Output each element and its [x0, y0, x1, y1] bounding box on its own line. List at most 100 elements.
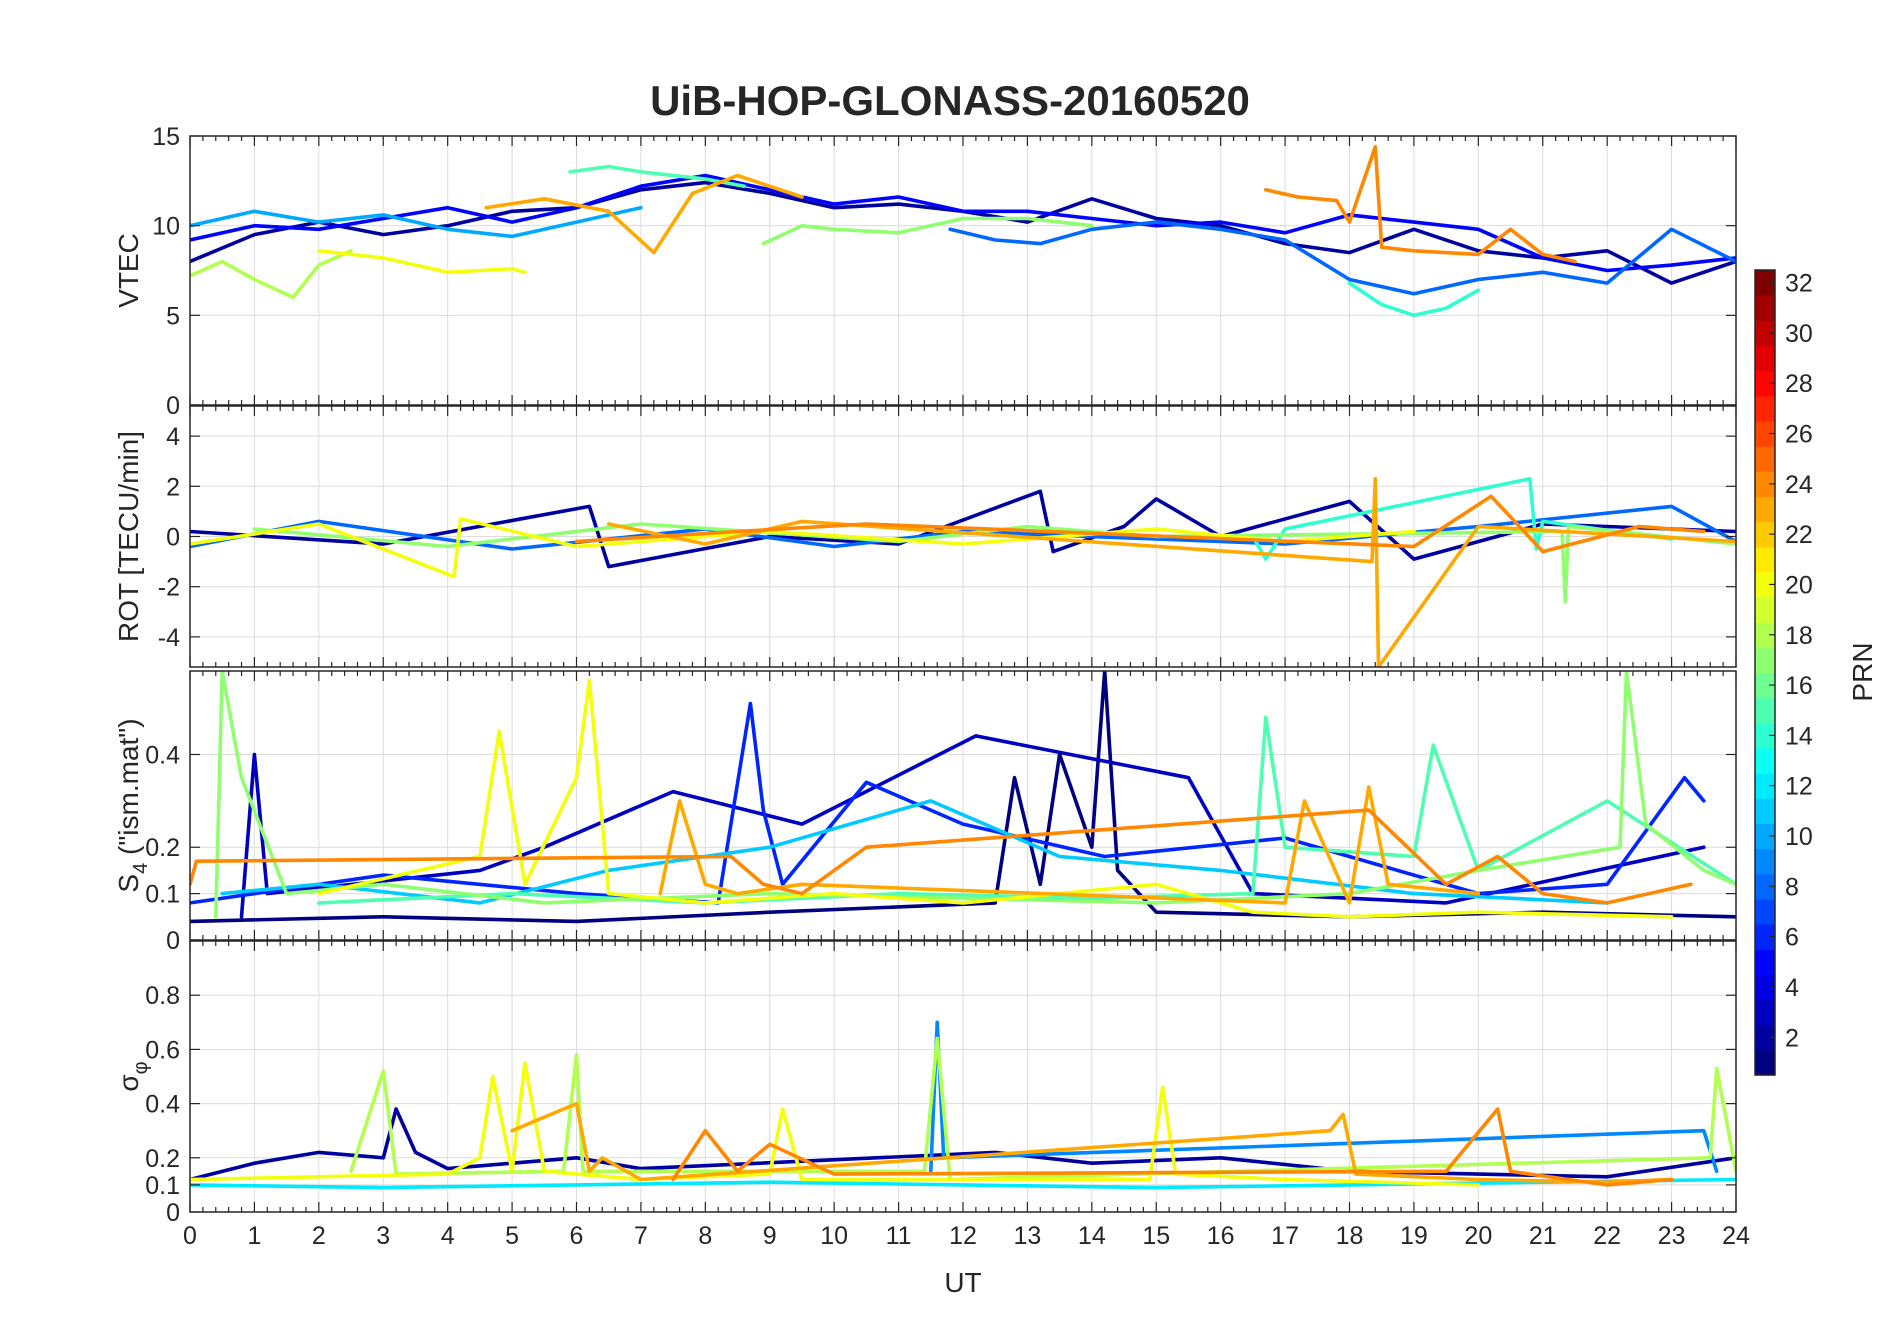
traces-s4: [190, 671, 1736, 924]
x-tick-labels: 0 1 2 3 4 5 6 7 8 9 10 11 12 13 14 15 16 17 18 19 20 21 22 23 24: [183, 1222, 1750, 1250]
colorbar-swatch: [1755, 949, 1775, 975]
series-prn-17: [761, 216, 1094, 246]
y-tick-label: 0: [166, 1199, 180, 1227]
x-tick-label: 7: [634, 1222, 648, 1250]
x-axis-label: UT: [944, 1267, 981, 1298]
colorbar-tick-label: 32: [1785, 270, 1813, 298]
x-tick-label: 1: [247, 1222, 261, 1250]
colorbar-swatch: [1755, 420, 1775, 447]
x-tick-label: 14: [1078, 1222, 1106, 1250]
grid-sigma: [189, 941, 1737, 1213]
series-prn-20: [316, 249, 527, 275]
colorbar-label: PRN: [1847, 642, 1878, 701]
colorbar-swatch: [1755, 270, 1775, 296]
colorbar-swatch: [1755, 571, 1775, 598]
colorbar-tick-label: 16: [1785, 672, 1813, 700]
x-tick-label: 22: [1593, 1222, 1621, 1250]
y-tick-label: 0.1: [145, 881, 180, 909]
traces-sigma: [190, 1020, 1736, 1190]
series-prn-24: [190, 808, 1693, 905]
y-axis-label-sigma: σφ: [113, 1061, 152, 1091]
y-tick-label: 0.8: [145, 982, 180, 1010]
colorbar-tick-label: 12: [1785, 773, 1813, 801]
colorbar-tick-label: 28: [1785, 370, 1813, 398]
grid-vtec: [189, 135, 1737, 406]
series-prn-17: [214, 671, 1736, 919]
x-tick-label: 6: [570, 1222, 584, 1250]
y-axis-label-vtec: VTEC: [113, 233, 144, 308]
colorbar-swatch: [1755, 446, 1775, 472]
series-prn-12: [190, 1177, 1736, 1190]
series-prn-8: [948, 220, 1736, 296]
colorbar-tick-label: 2: [1785, 1024, 1799, 1052]
colorbar-swatch: [1755, 521, 1775, 548]
y-axis-label-s4: S4 ("ism.mat"): [113, 718, 152, 892]
colorbar-tick-label: 22: [1785, 521, 1813, 549]
y-tick-label: 0.6: [145, 1036, 180, 1064]
x-tick-label: 0: [183, 1222, 197, 1250]
colorbar-tick-label: 20: [1785, 571, 1813, 599]
y-tick-label: 4: [166, 423, 180, 451]
y-tick-label: 0: [166, 392, 180, 420]
colorbar-swatch: [1755, 898, 1775, 925]
series-prn-23: [606, 476, 1736, 667]
colorbar-swatch: [1755, 773, 1775, 799]
series-prn-2: [190, 489, 1736, 569]
colorbar-swatch: [1755, 722, 1775, 749]
colorbar-swatch: [1755, 647, 1775, 674]
series-prn-6: [190, 701, 1706, 905]
colorbar-swatch: [1755, 295, 1775, 321]
traces-rot: [190, 476, 1736, 667]
colorbar-swatch: [1755, 496, 1775, 523]
colorbar-swatch: [1755, 924, 1775, 950]
panel-s4: 0 0.1 0.2 0.4S4 ("ism.mat"): [113, 670, 1737, 955]
colorbar-swatch: [1755, 823, 1775, 850]
colorbar-swatch: [1755, 974, 1775, 1001]
colorbar-swatch: [1755, 622, 1775, 648]
y-tick-label: 0.2: [145, 1145, 180, 1173]
y-tick-label: 0.2: [145, 834, 180, 862]
y-tick-label: 0: [166, 524, 180, 552]
colorbar-swatch: [1755, 848, 1775, 875]
panel-rot: -4 -2 0 2 4 ROT [TECU/min]: [113, 405, 1737, 668]
colorbar-swatch: [1755, 999, 1775, 1026]
y-tick-label: 0: [166, 927, 180, 955]
series-prn-24: [1264, 145, 1577, 264]
series-prn-14: [1251, 476, 1674, 561]
colorbar-tick-label: 26: [1785, 421, 1813, 449]
axes-frame: [189, 135, 1737, 406]
series-prn-20: [190, 1061, 1481, 1187]
x-tick-label: 18: [1336, 1222, 1364, 1250]
colorbar-swatch: [1755, 370, 1775, 397]
colorbar-tick-label: 30: [1785, 320, 1813, 348]
x-tick-label: 11: [886, 1222, 912, 1250]
colorbar-tick-label: 14: [1785, 722, 1813, 750]
traces-vtec: [190, 145, 1736, 318]
x-tick-label: 17: [1271, 1222, 1299, 1250]
x-tick-label: 9: [763, 1222, 777, 1250]
y-tick-label: 0.1: [145, 1172, 180, 1200]
y-tick-label: -4: [158, 624, 180, 652]
colorbar-swatch: [1755, 697, 1775, 724]
colorbar-tick-label: 10: [1785, 823, 1813, 851]
axes-frame: [189, 670, 1737, 941]
y-tick-label: 15: [152, 123, 180, 151]
y-axis-label-rot: ROT [TECU/min]: [113, 431, 144, 642]
series-prn-24: [574, 494, 1706, 554]
y-tick-label: 2: [166, 473, 180, 501]
y-tick-label: 5: [166, 302, 180, 330]
x-tick-label: 2: [312, 1222, 326, 1250]
panel-sigma: 00.10.2 0.4 0.6 0.8 σφ: [113, 940, 1737, 1227]
x-tick-label: 15: [1142, 1222, 1170, 1250]
x-tick-label: 10: [820, 1222, 848, 1250]
colorbar-swatch: [1755, 597, 1775, 623]
x-tick-label: 5: [505, 1222, 519, 1250]
y-tick-label: 0.4: [145, 1091, 180, 1119]
x-tick-label: 20: [1464, 1222, 1492, 1250]
x-tick-label: 8: [698, 1222, 712, 1250]
series-prn-23: [510, 1101, 1674, 1184]
y-tick-label: 10: [152, 213, 180, 241]
y-tick-label: -2: [158, 574, 180, 602]
